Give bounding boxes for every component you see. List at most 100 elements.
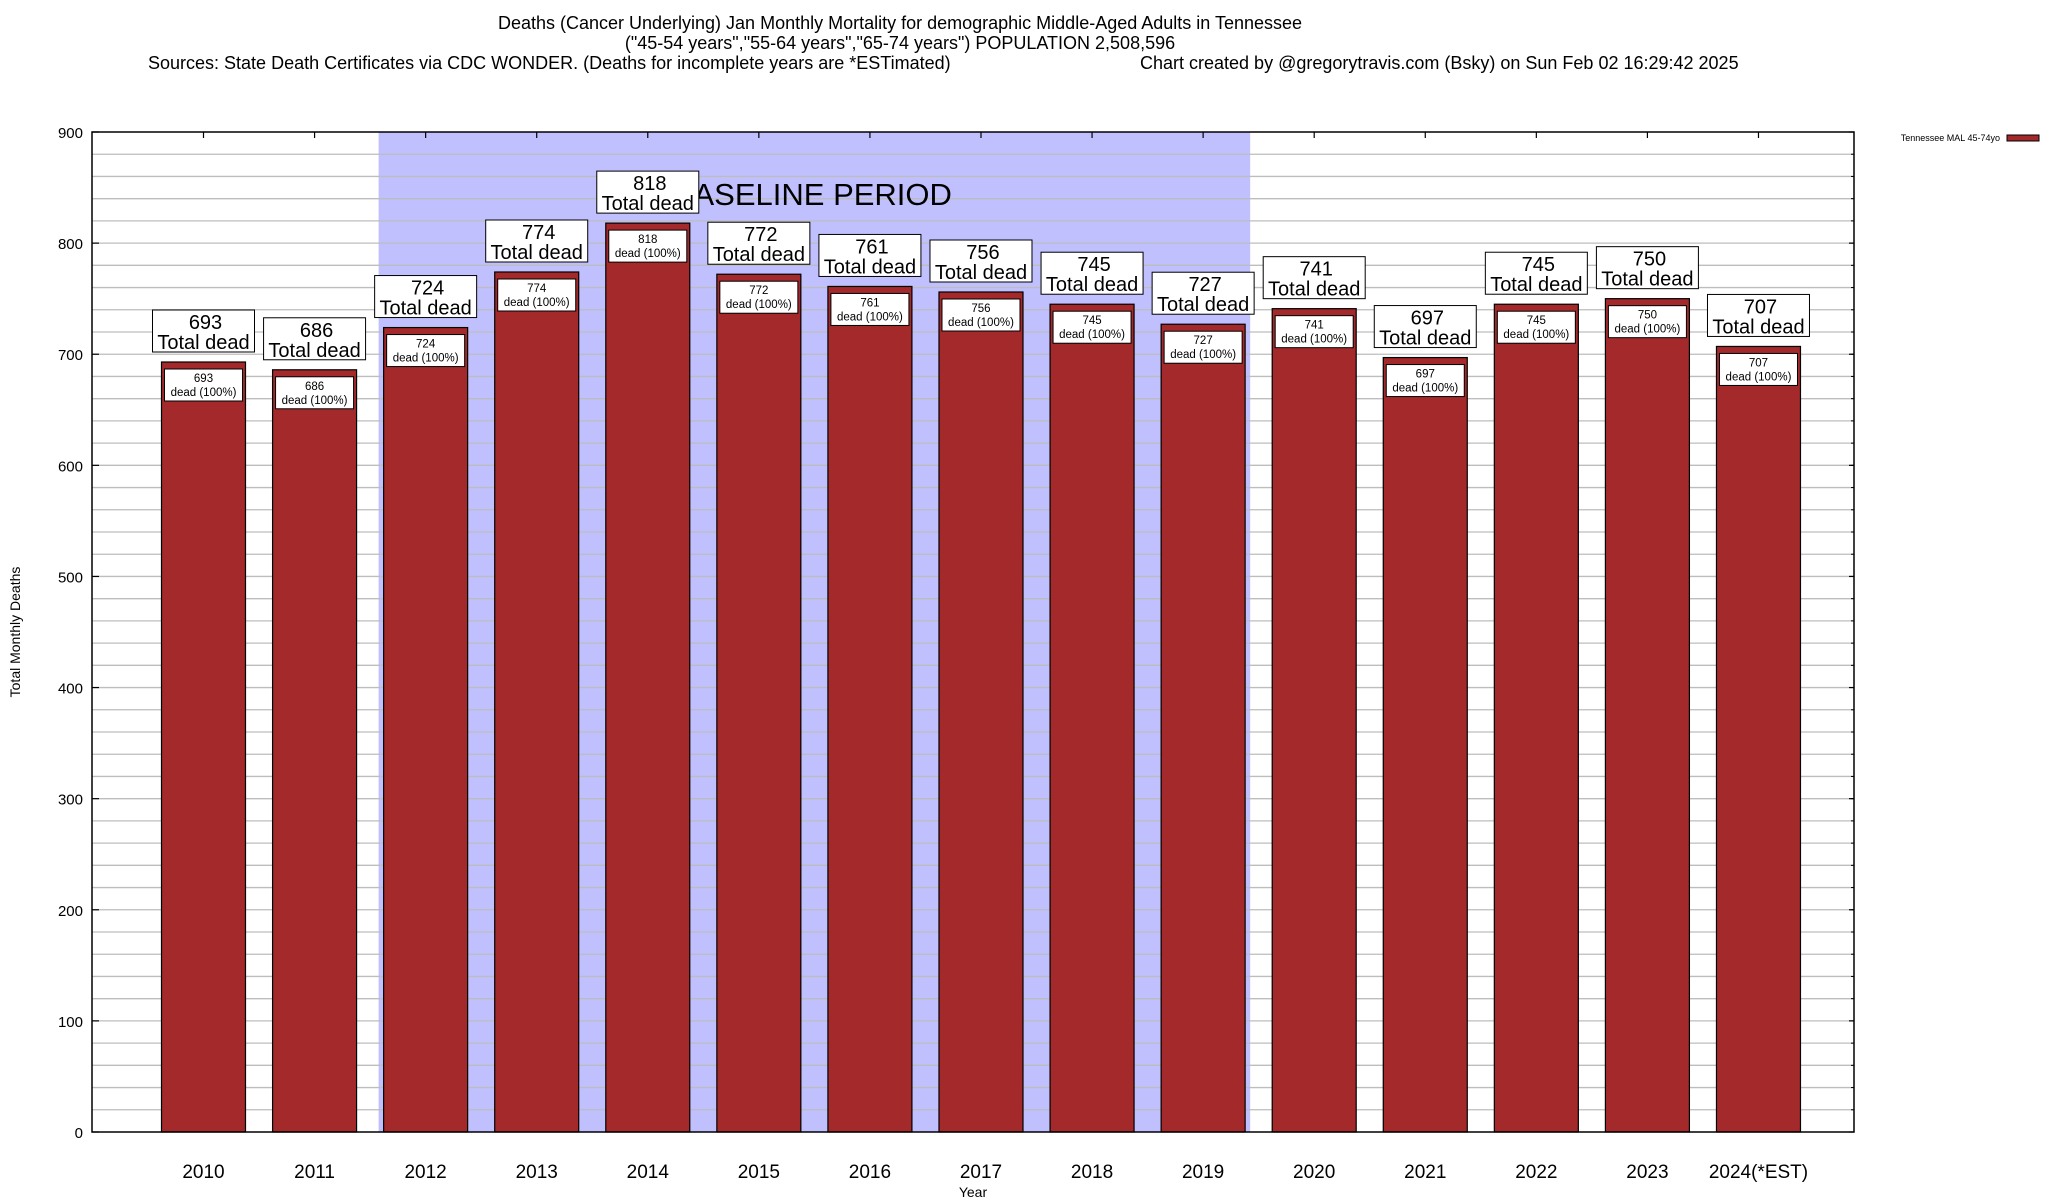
bar <box>494 271 580 1133</box>
bar-total-value-label: 774 <box>522 222 555 244</box>
bar-total-value-label: 745 <box>1522 254 1555 276</box>
bar-inner-value-label: 745 <box>1527 315 1546 327</box>
bar-inner-percent-label: dead (100%) <box>1614 324 1680 336</box>
bar <box>271 369 358 1133</box>
bar-inner-value-label: 727 <box>1194 335 1213 347</box>
bar-inner-percent-label: dead (100%) <box>1059 329 1125 341</box>
bar-inner-percent-label: dead (100%) <box>615 248 681 260</box>
bar-inner-label-box <box>1385 364 1465 398</box>
bar-total-value-label: 745 <box>1077 254 1110 276</box>
bar-inner-label-box <box>275 376 355 410</box>
bar-inner-percent-label: dead (100%) <box>171 387 237 399</box>
x-tick-label: 2019 <box>1182 1162 1224 1183</box>
bar-total-value-label: 761 <box>855 236 888 258</box>
legend-label: Tennessee MAL 45-74yo <box>1901 133 2000 143</box>
bar-inner-label-box <box>719 280 799 314</box>
bar-inner-label-box <box>1718 352 1798 386</box>
chart-credit: Chart created by @gregorytravis.com (Bsk… <box>1140 53 1739 73</box>
bar-total-label-box <box>1484 251 1588 295</box>
bar-inner-percent-label: dead (100%) <box>837 311 903 323</box>
y-tick-label: 900 <box>58 125 83 142</box>
bar-total-value-label: 756 <box>966 242 999 264</box>
bar-inner-label-box <box>1607 305 1687 339</box>
y-tick-label: 800 <box>58 236 83 253</box>
bar-inner-value-label: 707 <box>1749 357 1768 369</box>
y-tick-label: 0 <box>75 1125 83 1142</box>
bar-total-label-box <box>707 221 811 265</box>
chart-subtitle: ("45-54 years","55-64 years","65-74 year… <box>624 33 1176 53</box>
bar <box>1160 323 1246 1133</box>
bar-inner-value-label: 741 <box>1305 320 1324 332</box>
x-tick-label: 2011 <box>294 1162 335 1183</box>
bar-inner-label-box <box>164 368 243 402</box>
bar <box>938 291 1024 1133</box>
bar-inner-label-box <box>941 298 1021 332</box>
x-tick-label: 2010 <box>182 1162 224 1183</box>
bar-total-value-label: 693 <box>189 312 222 334</box>
bar-total-value-label: 697 <box>1411 308 1444 330</box>
bar-total-value-label: 707 <box>1744 296 1777 318</box>
bar-inner-percent-label: dead (100%) <box>1281 334 1347 346</box>
y-tick-label: 200 <box>58 903 83 920</box>
x-tick-label: 2014 <box>627 1162 670 1183</box>
bar-inner-label-box <box>1274 315 1354 349</box>
bar-total-suffix-label: Total dead <box>1601 269 1693 291</box>
bar-total-suffix-label: Total dead <box>1490 274 1582 296</box>
bar-total-label-box <box>1151 271 1255 315</box>
y-tick-label: 400 <box>58 681 83 698</box>
bar-total-suffix-label: Total dead <box>935 262 1027 284</box>
x-tick-label: 2022 <box>1515 1162 1557 1183</box>
x-tick-label: 2017 <box>960 1162 1002 1183</box>
bar-total-label-box <box>374 275 478 319</box>
x-tick-label: 2013 <box>516 1162 558 1183</box>
chart-sources: Sources: State Death Certificates via CD… <box>148 53 951 73</box>
bar <box>716 273 802 1133</box>
bar <box>160 361 247 1133</box>
bar <box>1382 356 1468 1133</box>
bar <box>827 285 913 1133</box>
bar-inner-value-label: 750 <box>1638 310 1657 322</box>
bar-inner-value-label: 724 <box>416 339 436 351</box>
x-tick-label: 2018 <box>1071 1162 1113 1183</box>
bar-inner-value-label: 686 <box>305 381 324 393</box>
bar-total-value-label: 727 <box>1188 274 1221 296</box>
bar-inner-value-label: 697 <box>1416 369 1435 381</box>
bar <box>1604 298 1691 1133</box>
y-tick-label: 700 <box>58 347 83 364</box>
bar-total-suffix-label: Total dead <box>1046 274 1138 296</box>
x-tick-label: 2012 <box>404 1162 446 1183</box>
x-tick-label: 2024(*EST) <box>1709 1162 1808 1183</box>
bar-inner-label-box <box>386 334 466 368</box>
bar-total-label-box <box>263 317 367 361</box>
bar-inner-percent-label: dead (100%) <box>726 299 792 311</box>
bar-total-suffix-label: Total dead <box>1268 279 1360 301</box>
bar <box>605 222 691 1133</box>
bar-total-value-label: 750 <box>1633 249 1666 271</box>
bar-inner-value-label: 761 <box>860 297 879 309</box>
bar <box>1049 303 1135 1133</box>
bar-inner-label-box <box>1496 310 1576 344</box>
bar-total-suffix-label: Total dead <box>157 332 249 354</box>
bar-inner-percent-label: dead (100%) <box>1503 329 1569 341</box>
bar-total-suffix-label: Total dead <box>379 298 471 320</box>
y-tick-label: 500 <box>58 569 83 586</box>
bar-inner-label-box <box>1163 330 1243 364</box>
bar-total-suffix-label: Total dead <box>268 340 360 362</box>
bar-inner-value-label: 745 <box>1082 315 1101 327</box>
bar <box>1493 303 1579 1133</box>
bar-total-value-label: 818 <box>633 173 666 195</box>
y-tick-label: 100 <box>58 1014 83 1031</box>
bar-total-label-box <box>1706 293 1810 337</box>
bar-inner-value-label: 818 <box>638 234 657 246</box>
x-tick-label: 2015 <box>738 1162 780 1183</box>
bar-inner-percent-label: dead (100%) <box>1170 349 1236 361</box>
bar <box>1715 345 1802 1133</box>
bar-total-value-label: 772 <box>744 224 777 246</box>
bar-total-label-box <box>596 170 700 214</box>
bar-total-value-label: 686 <box>300 320 333 342</box>
baseline-period-label: BASELINE PERIOD <box>673 177 952 212</box>
bar-total-suffix-label: Total dead <box>1712 316 1804 338</box>
bar-total-label-box <box>152 309 255 353</box>
bar-inner-percent-label: dead (100%) <box>1392 383 1458 395</box>
